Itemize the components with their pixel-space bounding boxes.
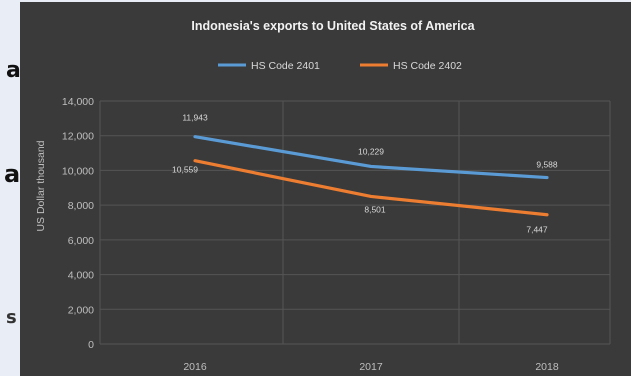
y-tick-label: 12,000 (62, 131, 94, 143)
slide-text-fragment: s (6, 307, 17, 328)
data-label: 7,447 (526, 225, 548, 235)
data-label: 11,943 (182, 113, 208, 123)
slide-text-fragment: a (6, 58, 21, 83)
legend-label: HS Code 2402 (393, 60, 462, 72)
x-tick-label: 2018 (535, 361, 559, 373)
chart-panel: Indonesia's exports to United States of … (20, 2, 631, 376)
x-tick-label: 2017 (359, 361, 383, 373)
y-tick-label: 4,000 (68, 270, 94, 282)
x-axis: 2016 2017 2018 (183, 361, 559, 373)
legend: HS Code 2401 HS Code 2402 (218, 60, 462, 72)
series-line (193, 135, 549, 180)
y-tick-label: 14,000 (62, 96, 94, 108)
data-label: 10,229 (358, 146, 384, 156)
line-chart: Indonesia's exports to United States of … (35, 19, 611, 373)
chart-title: Indonesia's exports to United States of … (191, 19, 475, 33)
y-axis: 0 2,000 4,000 6,000 8,000 10,000 12,000 14,000 (62, 96, 94, 351)
data-label: 9,588 (536, 160, 558, 170)
y-tick-label: 8,000 (68, 200, 94, 212)
series-group (193, 135, 549, 217)
y-tick-label: 10,000 (62, 165, 94, 177)
data-label: 8,501 (364, 204, 386, 214)
data-label: 10,559 (172, 165, 198, 175)
x-tick-label: 2016 (183, 361, 207, 373)
gridlines (99, 100, 611, 345)
y-tick-label: 6,000 (68, 235, 94, 247)
y-tick-label: 0 (88, 339, 94, 351)
y-axis-title: US Dollar thousand (35, 140, 47, 231)
data-labels: 11,943 10,229 9,588 10,559 8,501 7,447 (172, 113, 558, 235)
y-tick-label: 2,000 (68, 304, 94, 316)
legend-label: HS Code 2401 (251, 60, 320, 72)
series-line (193, 159, 549, 217)
